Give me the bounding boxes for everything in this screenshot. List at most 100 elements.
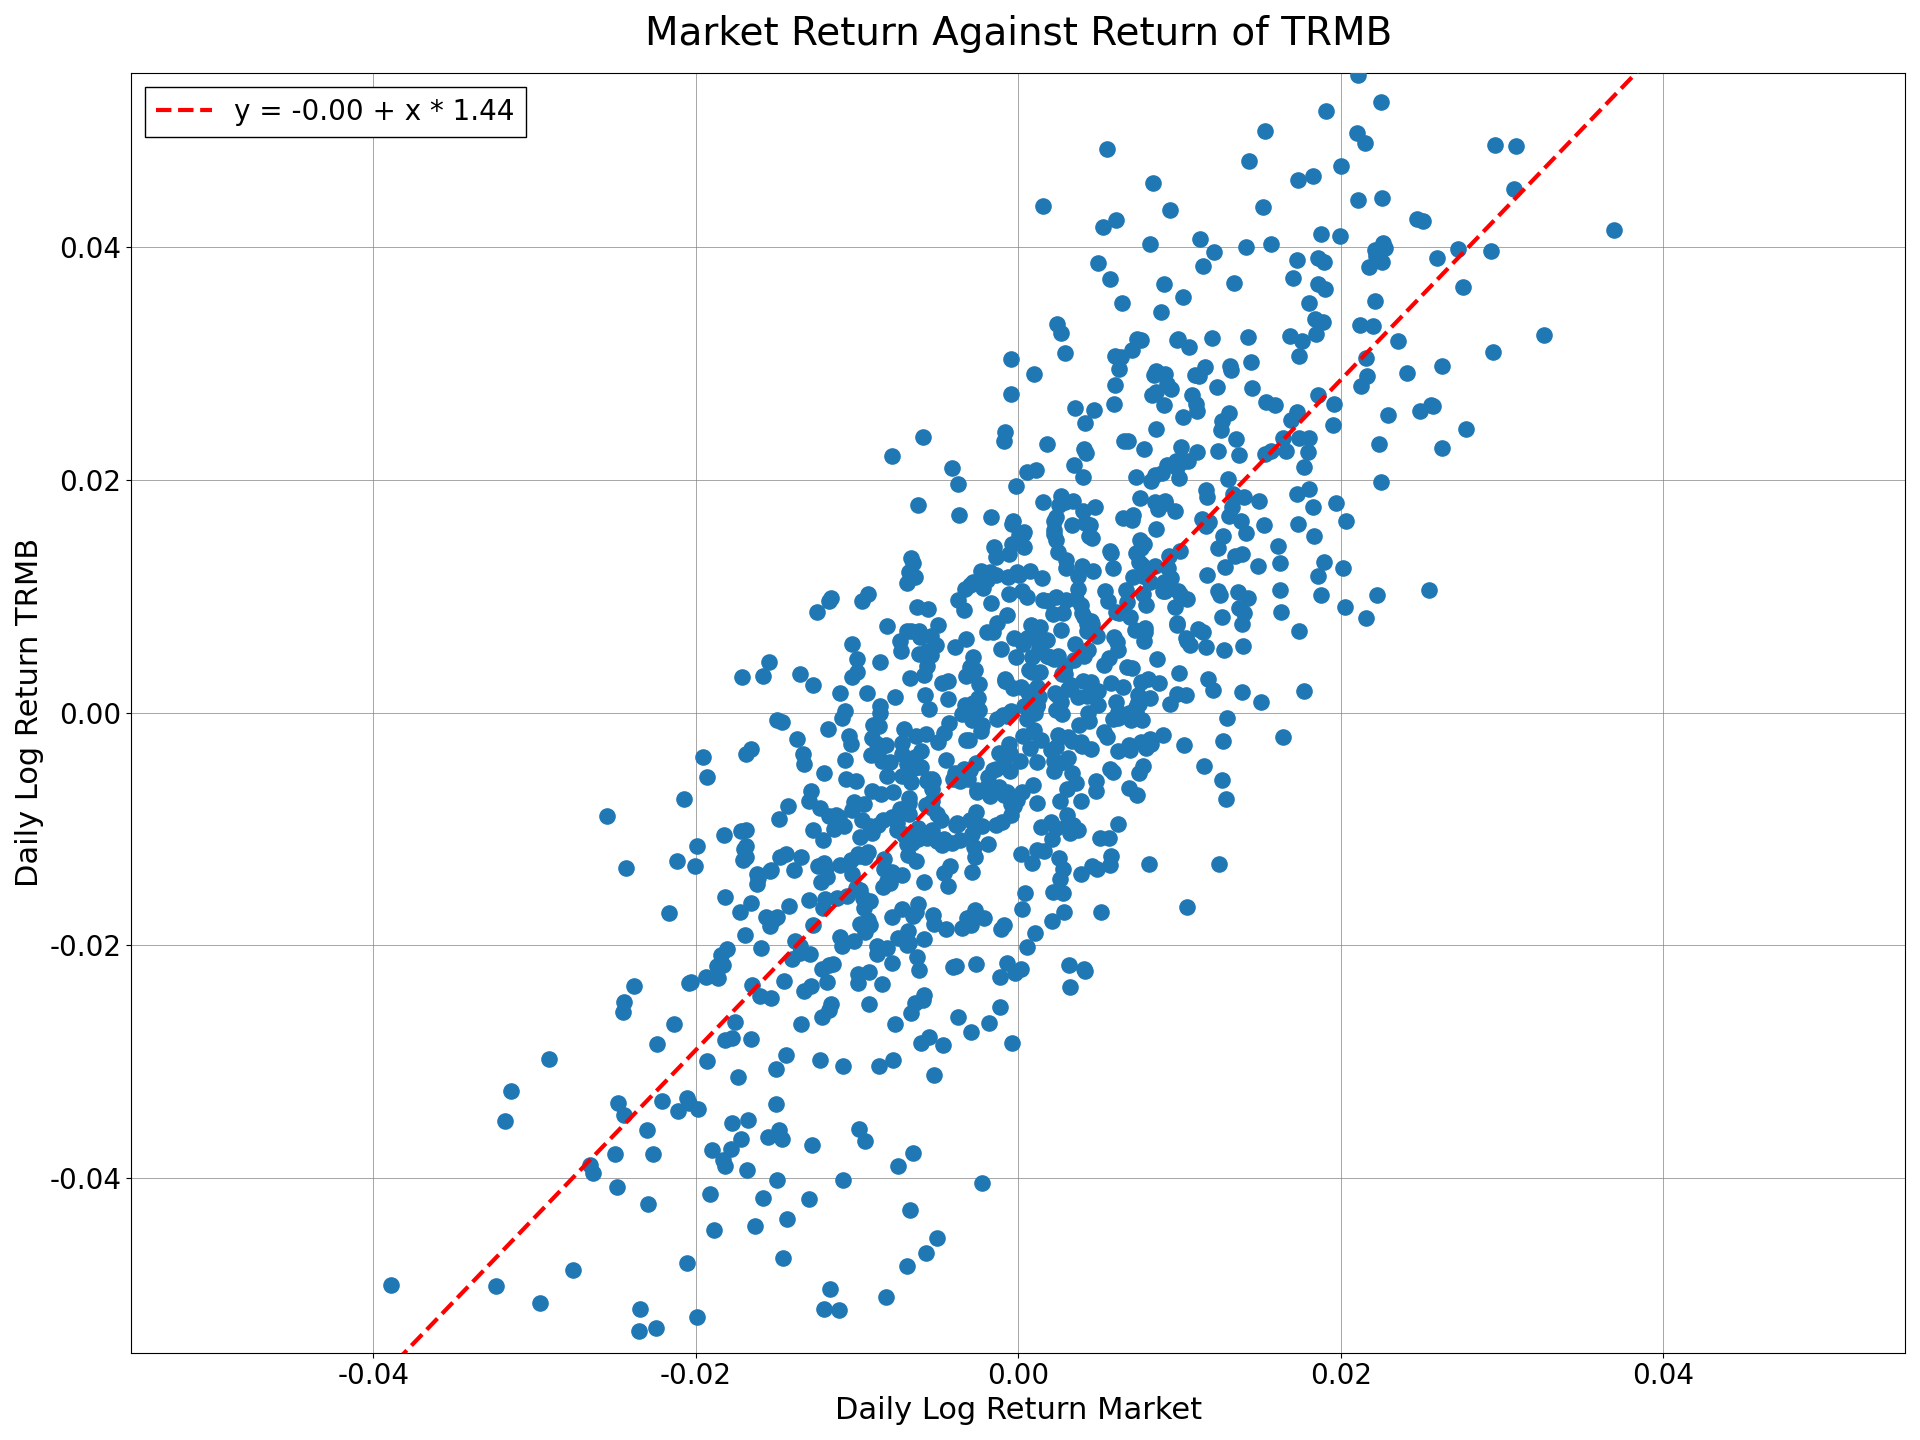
Point <box>1365 91 1396 114</box>
Point <box>1173 336 1204 359</box>
Point <box>772 1207 803 1230</box>
Point <box>852 841 883 864</box>
Point <box>993 780 1023 804</box>
Point <box>1073 710 1104 733</box>
Point <box>747 664 778 687</box>
Point <box>1056 822 1087 845</box>
Point <box>1256 233 1286 256</box>
Point <box>1077 612 1108 635</box>
Point <box>1413 579 1444 602</box>
Point <box>1528 324 1559 347</box>
Point <box>893 920 924 943</box>
Point <box>726 900 756 923</box>
Point <box>996 347 1027 370</box>
Point <box>841 876 872 899</box>
Point <box>1100 374 1131 397</box>
Point <box>1068 734 1098 757</box>
Point <box>852 909 883 932</box>
Point <box>716 1138 747 1161</box>
Point <box>1150 491 1181 514</box>
Point <box>1217 482 1248 505</box>
Point <box>1213 402 1244 425</box>
Point <box>1050 557 1081 580</box>
Point <box>647 1090 678 1113</box>
Point <box>828 707 858 730</box>
Point <box>918 789 948 812</box>
Point <box>881 926 912 949</box>
Point <box>1039 510 1069 533</box>
Point <box>943 504 973 527</box>
Point <box>1162 327 1192 350</box>
Point <box>931 749 962 772</box>
Point <box>952 768 983 791</box>
Point <box>1123 762 1154 785</box>
Point <box>973 1012 1004 1035</box>
Point <box>1043 723 1073 746</box>
Point <box>1162 611 1192 634</box>
Point <box>902 828 933 851</box>
Point <box>914 598 945 621</box>
Point <box>1071 612 1102 635</box>
Point <box>760 1057 791 1080</box>
Point <box>1066 789 1096 812</box>
Point <box>1271 439 1302 462</box>
Point <box>1069 438 1100 461</box>
Point <box>908 927 939 950</box>
Point <box>856 744 887 768</box>
Point <box>895 619 925 642</box>
Point <box>1008 694 1039 717</box>
Point <box>1281 400 1311 423</box>
Point <box>1031 432 1062 455</box>
Point <box>1092 589 1123 612</box>
Point <box>735 1028 766 1051</box>
Point <box>824 1297 854 1320</box>
Point <box>1331 510 1361 533</box>
Point <box>1427 436 1457 459</box>
Point <box>730 742 760 765</box>
Point <box>814 999 845 1022</box>
Point <box>981 814 1012 837</box>
Point <box>993 952 1023 975</box>
Point <box>710 886 741 909</box>
Point <box>632 1119 662 1142</box>
Point <box>772 842 803 865</box>
Point <box>954 729 985 752</box>
Point <box>1018 625 1048 648</box>
Point <box>701 955 732 978</box>
Point <box>829 815 860 838</box>
Point <box>1012 585 1043 608</box>
Point <box>954 809 985 832</box>
Point <box>814 589 845 612</box>
Point <box>891 1254 922 1277</box>
Point <box>927 721 958 744</box>
Point <box>1190 514 1221 537</box>
Point <box>916 768 947 791</box>
Point <box>1050 654 1081 677</box>
Point <box>895 1198 925 1221</box>
Point <box>991 420 1021 444</box>
Point <box>991 704 1021 727</box>
Point <box>810 857 841 880</box>
Point <box>964 672 995 696</box>
Point <box>653 901 684 924</box>
Point <box>1300 308 1331 331</box>
Point <box>1102 700 1133 723</box>
Point <box>879 685 910 708</box>
Point <box>1265 579 1296 602</box>
Point <box>1058 814 1089 837</box>
Point <box>993 583 1023 606</box>
Point <box>691 965 722 988</box>
Point <box>1308 552 1338 575</box>
Point <box>1308 311 1338 334</box>
Point <box>1091 137 1121 160</box>
Point <box>893 842 924 865</box>
Point <box>1056 762 1087 785</box>
Point <box>490 1109 520 1132</box>
Point <box>674 972 705 995</box>
Point <box>1361 583 1392 606</box>
Point <box>1108 292 1139 315</box>
Point <box>1027 194 1058 217</box>
Point <box>1146 461 1177 484</box>
Point <box>981 611 1012 634</box>
Point <box>1114 429 1144 452</box>
